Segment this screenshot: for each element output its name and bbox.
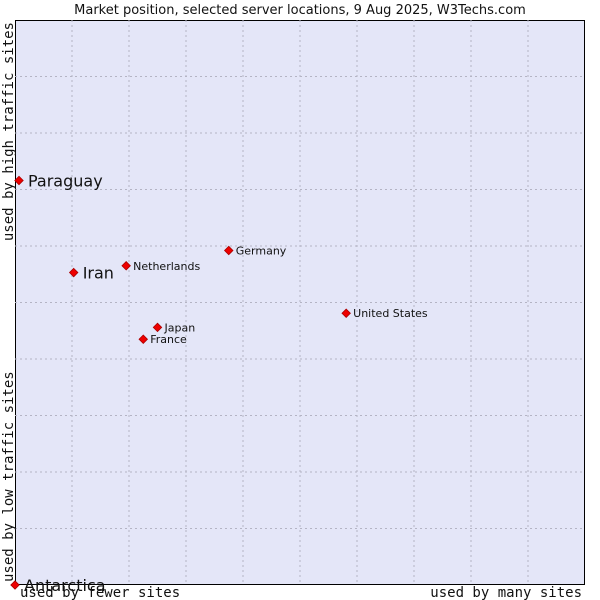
point-label-paraguay: Paraguay xyxy=(28,171,103,190)
grid xyxy=(15,20,585,585)
point-marker-germany xyxy=(223,245,234,256)
y-axis-label-high: used by high traffic sites xyxy=(1,22,17,241)
y-axis-label-low: used by low traffic sites xyxy=(1,371,17,582)
data-points: Paraguay Iran Netherlands Germany United Sta… xyxy=(10,171,428,595)
x-axis-label-low: used by fewer sites xyxy=(20,585,180,600)
point-marker-antarctica xyxy=(10,580,20,590)
point-label-japan: Japan xyxy=(164,321,196,334)
point-marker-united-states xyxy=(341,308,351,319)
point-marker-paraguay xyxy=(14,175,24,186)
point-label-iran: Iran xyxy=(83,264,114,283)
point-marker-japan xyxy=(152,322,163,333)
x-axis-label-high: used by many sites xyxy=(430,585,582,600)
chart-title: Market position, selected server locatio… xyxy=(74,3,526,18)
point-label-france: France xyxy=(150,333,187,346)
point-label-germany: Germany xyxy=(236,245,287,258)
point-label-antarctica: Antarctica xyxy=(24,576,106,595)
point-label-netherlands: Netherlands xyxy=(133,260,200,273)
point-label-united-states: United States xyxy=(353,307,428,320)
point-marker-france xyxy=(138,334,149,344)
point-marker-iran xyxy=(68,267,79,278)
point-marker-netherlands xyxy=(121,261,131,271)
